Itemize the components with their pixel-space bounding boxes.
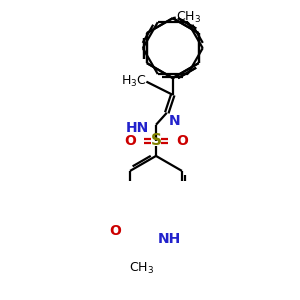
Text: H$_3$C: H$_3$C [121, 74, 146, 89]
Text: NH: NH [158, 232, 181, 246]
Text: S: S [151, 134, 161, 148]
Text: HN: HN [126, 121, 149, 135]
Text: CH$_3$: CH$_3$ [176, 9, 201, 25]
Text: O: O [176, 134, 188, 148]
Text: N: N [169, 114, 180, 128]
Text: O: O [124, 134, 136, 148]
Text: CH$_3$: CH$_3$ [129, 261, 154, 276]
Text: O: O [110, 224, 121, 238]
